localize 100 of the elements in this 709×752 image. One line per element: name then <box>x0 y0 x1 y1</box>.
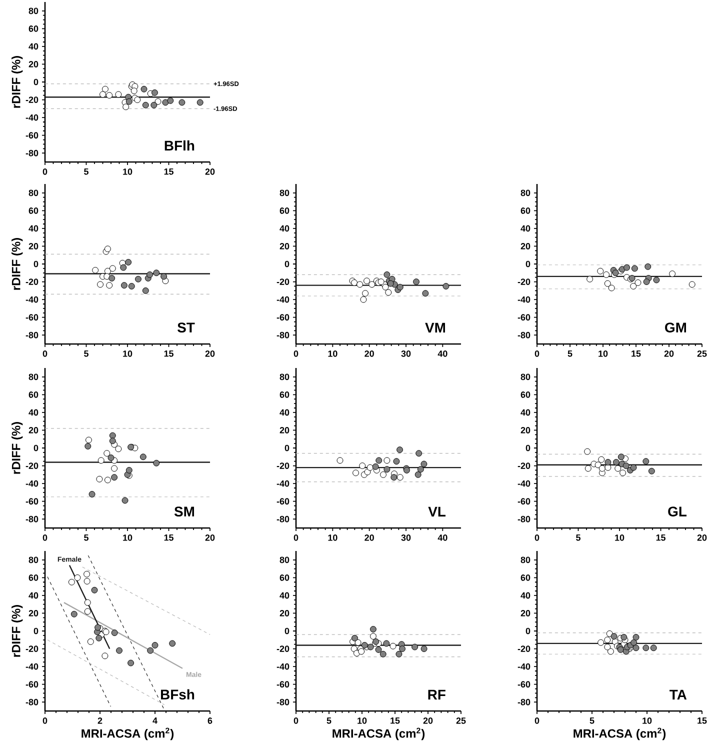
y-tick-label: 60 <box>28 207 38 214</box>
x-tick-label: 0 <box>294 534 298 541</box>
point <box>359 462 366 470</box>
point <box>74 574 81 581</box>
x-tick-label: 10 <box>358 718 367 724</box>
point <box>96 634 102 642</box>
x-tick-label: 0 <box>534 350 540 357</box>
point <box>620 634 628 640</box>
point <box>604 464 612 471</box>
x-tick-label: 0 <box>42 168 48 175</box>
x-tick-label: 5 <box>590 718 594 724</box>
point <box>632 634 640 640</box>
y-tick-label: -20 <box>276 462 290 469</box>
point <box>84 599 91 606</box>
point <box>336 457 344 464</box>
point <box>167 97 174 104</box>
point <box>153 460 160 466</box>
point <box>622 462 630 470</box>
y-tick-label: -60 <box>26 314 38 321</box>
point <box>162 99 169 106</box>
x-tick-label: 10 <box>615 534 624 541</box>
y-tick-label: 0 <box>34 78 38 86</box>
y-tick-label: -80 <box>276 332 290 338</box>
y-tick-label: -40 <box>518 296 530 303</box>
point <box>134 96 141 104</box>
y-tick-label: -80 <box>518 332 530 338</box>
x-tick-label: 15 <box>164 350 174 357</box>
x-tick-label: 20 <box>364 350 374 357</box>
point <box>98 457 104 464</box>
point <box>126 466 132 474</box>
y-tick-label: -40 <box>26 296 38 303</box>
x-tick-label: 15 <box>390 718 400 724</box>
point <box>146 271 154 278</box>
y-tick-label: -60 <box>26 132 38 139</box>
point <box>630 282 637 290</box>
point <box>106 282 113 289</box>
x-tick-label: 10 <box>123 534 132 541</box>
point <box>128 282 135 290</box>
point <box>390 474 398 481</box>
y-tick-label: -40 <box>26 114 38 121</box>
y-tick-label: 0 <box>284 628 290 634</box>
y-tick-label: 0 <box>284 260 290 268</box>
y-tick-label: -80 <box>276 698 290 706</box>
x-tick-label: 20 <box>205 534 215 541</box>
point <box>84 442 92 450</box>
y-axis-title: rDIFF (%) <box>12 422 23 474</box>
x-tick-label: 2 <box>98 718 102 724</box>
point <box>620 470 626 476</box>
x-tick-label: 0 <box>534 534 540 541</box>
x-tick-label: 15 <box>164 534 174 541</box>
point <box>396 446 404 454</box>
y-tick-label: -60 <box>276 498 290 505</box>
point <box>594 462 602 468</box>
x-axis-title: MRI-ACSA (cm$^{2}$) <box>574 728 666 740</box>
y-tick-label: -20 <box>26 462 38 469</box>
point <box>360 296 367 303</box>
y-tick-label: -20 <box>518 646 530 652</box>
y-tick-label: 20 <box>520 427 530 434</box>
y-tick-label: -60 <box>276 681 290 688</box>
point <box>598 639 604 646</box>
point <box>362 290 369 297</box>
point <box>140 86 148 92</box>
point <box>396 474 404 481</box>
point <box>108 454 114 462</box>
y-tick-label: -40 <box>518 480 530 487</box>
point <box>84 570 90 578</box>
y-tick-label: 60 <box>28 25 38 32</box>
y-tick-label: 60 <box>280 574 290 581</box>
x-tick-label: 5 <box>568 350 572 357</box>
point <box>120 264 127 271</box>
point <box>356 281 364 288</box>
point <box>642 644 650 652</box>
point <box>84 578 90 584</box>
point <box>111 474 118 481</box>
x-tick-label: 20 <box>697 534 707 541</box>
point <box>169 640 176 647</box>
y-tick-label: -60 <box>518 681 530 688</box>
point <box>393 458 400 465</box>
point <box>354 639 362 646</box>
y-tick-label: 60 <box>280 207 290 214</box>
point <box>442 282 450 290</box>
x-tick-label: 0 <box>294 350 298 357</box>
y-tick-label: 20 <box>280 610 290 616</box>
point <box>109 438 116 444</box>
point <box>130 88 138 94</box>
point <box>352 634 358 642</box>
point <box>642 458 650 465</box>
y-axis-title: rDIFF (%) <box>12 56 23 108</box>
x-tick-label: 10 <box>642 718 652 724</box>
point <box>378 278 384 286</box>
y-tick-label: 0 <box>284 444 290 452</box>
point <box>104 450 110 457</box>
x-tick-label: 5 <box>84 350 88 357</box>
point <box>115 91 122 98</box>
point <box>109 432 116 439</box>
x-tick-label: 20 <box>664 350 674 357</box>
point <box>413 278 420 286</box>
y-tick-label: 20 <box>520 243 530 250</box>
y-tick-label: -60 <box>518 498 530 505</box>
y-tick-label: -60 <box>276 314 290 321</box>
